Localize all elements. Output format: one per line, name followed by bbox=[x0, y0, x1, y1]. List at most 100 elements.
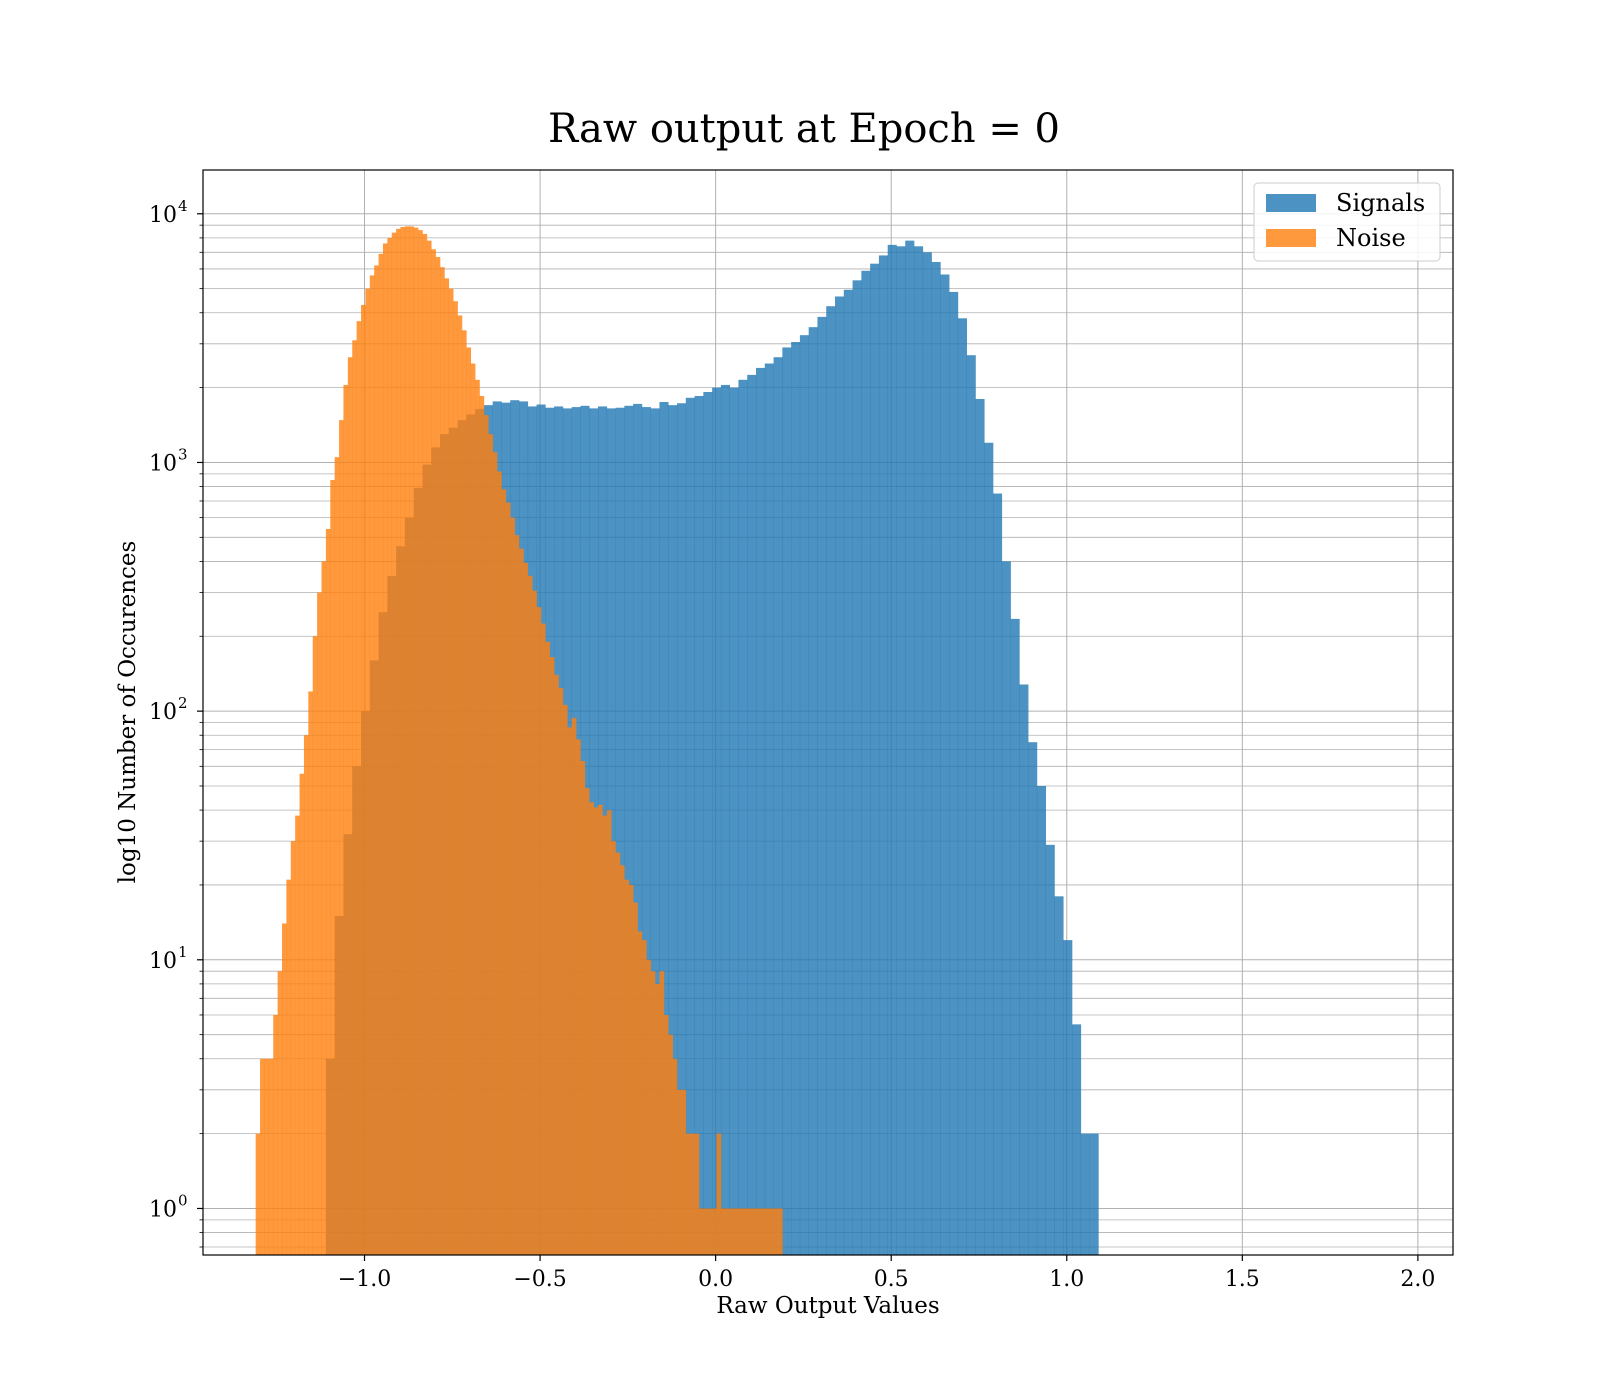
bar-signals bbox=[1019, 684, 1029, 1255]
bar-signals bbox=[1036, 785, 1046, 1255]
bar-noise bbox=[712, 1208, 717, 1255]
bar-signals bbox=[633, 403, 643, 1255]
bar-signals bbox=[808, 327, 818, 1255]
bar-signals bbox=[896, 246, 906, 1255]
bar-signals bbox=[641, 407, 651, 1255]
bar-noise bbox=[619, 865, 625, 1255]
bar-noise bbox=[672, 1058, 678, 1255]
bar-noise bbox=[602, 815, 608, 1255]
bar-signals bbox=[703, 392, 713, 1255]
bar-signals bbox=[764, 363, 774, 1255]
bar-noise bbox=[453, 301, 458, 1256]
bar-noise bbox=[593, 807, 599, 1255]
bar-signals bbox=[949, 291, 959, 1256]
bar-noise bbox=[668, 1034, 673, 1255]
bar-noise bbox=[698, 1208, 704, 1255]
legend-swatch-noise bbox=[1266, 229, 1316, 247]
bar-signals bbox=[835, 296, 845, 1255]
bar-noise bbox=[457, 315, 463, 1255]
bar-noise bbox=[663, 1014, 669, 1255]
bar-noise bbox=[264, 1058, 270, 1255]
bar-signals bbox=[993, 493, 1003, 1256]
bar-signals bbox=[729, 387, 739, 1255]
bar-noise bbox=[777, 1208, 783, 1255]
x-axis: −1.0 −0.5 0.0 0.5 1.0 1.5 2.0 bbox=[338, 1255, 1435, 1292]
bar-signals bbox=[957, 318, 967, 1255]
x-tick-label: −0.5 bbox=[513, 1267, 566, 1292]
bar-signals bbox=[1028, 742, 1038, 1255]
chart-title: Raw output at Epoch = 0 bbox=[548, 106, 1060, 152]
bar-signals bbox=[624, 405, 634, 1255]
bar-noise bbox=[523, 562, 529, 1255]
bar-signals bbox=[1072, 1024, 1082, 1255]
x-tick-label: 0.5 bbox=[874, 1267, 909, 1292]
bar-signals bbox=[659, 402, 669, 1255]
bar-signals bbox=[650, 408, 660, 1255]
bar-noise bbox=[681, 1089, 687, 1255]
bar-noise bbox=[317, 592, 322, 1255]
bar-noise bbox=[369, 275, 375, 1255]
bar-noise bbox=[461, 330, 467, 1256]
bar-signals bbox=[677, 403, 687, 1256]
bar-signals bbox=[694, 396, 704, 1255]
bar-noise bbox=[532, 590, 537, 1255]
series-noise bbox=[255, 226, 783, 1256]
bar-signals bbox=[756, 367, 766, 1255]
bar-noise bbox=[519, 548, 524, 1255]
bar-noise bbox=[615, 852, 621, 1255]
y-tick-exponent: 3 bbox=[178, 445, 188, 463]
legend: Signals Noise bbox=[1253, 182, 1441, 262]
bar-noise bbox=[554, 674, 559, 1255]
bar-noise bbox=[549, 657, 555, 1255]
bar-signals bbox=[1001, 561, 1011, 1255]
bar-signals bbox=[852, 280, 862, 1256]
bar-noise bbox=[694, 1133, 700, 1255]
bar-noise bbox=[448, 288, 454, 1255]
bar-noise bbox=[734, 1208, 739, 1255]
bar-signals bbox=[1054, 896, 1064, 1255]
bar-noise bbox=[760, 1208, 766, 1255]
bar-noise bbox=[501, 489, 507, 1256]
bar-noise bbox=[431, 249, 436, 1256]
bar-noise bbox=[514, 535, 520, 1255]
bar-noise bbox=[628, 884, 634, 1255]
bar-noise bbox=[505, 502, 511, 1255]
bar-noise bbox=[545, 641, 551, 1255]
bar-noise bbox=[356, 321, 362, 1256]
bar-noise bbox=[352, 340, 357, 1255]
histogram-bars bbox=[255, 226, 1099, 1256]
bar-noise bbox=[330, 480, 335, 1255]
bar-noise bbox=[558, 687, 564, 1255]
x-axis-label: Raw Output Values bbox=[716, 1293, 939, 1319]
bar-signals bbox=[984, 442, 994, 1255]
bar-noise bbox=[769, 1208, 774, 1255]
y-tick-label: 10 bbox=[149, 1197, 177, 1222]
bar-signals bbox=[720, 384, 730, 1255]
bar-noise bbox=[641, 940, 647, 1255]
bar-noise bbox=[703, 1208, 709, 1255]
bar-noise bbox=[378, 253, 384, 1255]
bar-noise bbox=[510, 517, 515, 1255]
bar-noise bbox=[659, 971, 665, 1255]
bar-noise bbox=[255, 1133, 261, 1255]
y-tick-label: 10 bbox=[149, 949, 177, 974]
bar-noise bbox=[400, 226, 406, 1256]
y-axis-label: log10 Number of Occurences bbox=[115, 541, 141, 884]
bar-signals bbox=[791, 342, 801, 1255]
plot-area bbox=[202, 169, 1454, 1256]
bar-noise bbox=[422, 233, 428, 1255]
y-tick-exponent: 1 bbox=[178, 943, 188, 961]
bar-noise bbox=[426, 240, 432, 1255]
bar-noise bbox=[742, 1208, 748, 1255]
bar-noise bbox=[738, 1208, 744, 1255]
bar-noise bbox=[396, 228, 401, 1255]
x-tick-label: 0.0 bbox=[698, 1267, 733, 1292]
plot-frame bbox=[202, 169, 1454, 1256]
bar-signals bbox=[914, 246, 924, 1255]
bar-noise bbox=[339, 420, 344, 1256]
bar-signals bbox=[668, 405, 678, 1255]
bar-signals bbox=[843, 289, 853, 1256]
bar-noise bbox=[650, 971, 656, 1255]
bar-signals bbox=[747, 374, 757, 1255]
